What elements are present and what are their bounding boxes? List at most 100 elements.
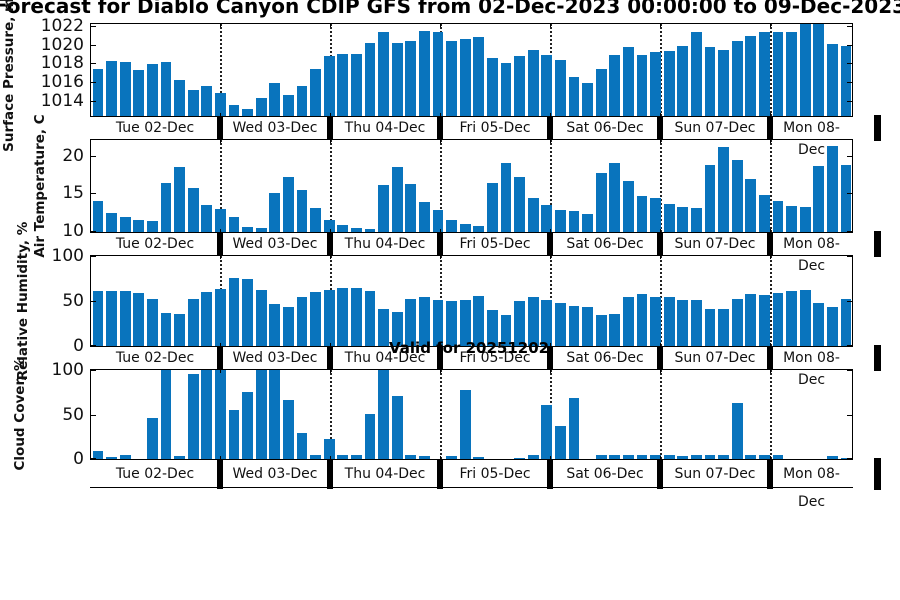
x-tick-mark (770, 256, 771, 259)
day-separator (767, 232, 773, 256)
forecast-bar (772, 455, 784, 459)
y-tick-mark (91, 230, 96, 232)
forecast-bar (718, 454, 730, 459)
x-tick-mark (440, 370, 441, 373)
forecast-bar (704, 455, 716, 459)
day-separator-partial (874, 345, 881, 371)
forecast-bar (160, 61, 172, 116)
forecast-bar (690, 300, 702, 346)
y-tick-mark (91, 44, 96, 46)
forecast-bar (214, 208, 226, 232)
forecast-bar (731, 299, 743, 346)
forecast-bar (228, 277, 240, 346)
forecast-bar (731, 402, 743, 459)
day-gridline (770, 370, 772, 459)
forecast-bar (174, 456, 186, 459)
day-separator (657, 459, 663, 489)
y-tick-label: 1018 (40, 53, 84, 74)
day-separator (547, 459, 553, 489)
forecast-bar (595, 173, 607, 232)
forecast-bar (214, 370, 226, 459)
forecast-bar (677, 45, 689, 116)
forecast-bar (704, 46, 716, 116)
y-tick-mark (847, 345, 852, 346)
forecast-bar (446, 456, 458, 459)
forecast-bar (677, 456, 689, 459)
forecast-bar (650, 52, 662, 116)
day-separator (547, 116, 553, 140)
x-tick-mark (660, 256, 661, 259)
x-tick-mark (330, 456, 331, 459)
forecast-bar (486, 57, 498, 116)
forecast-bar (160, 312, 172, 346)
forecast-bar (187, 299, 199, 346)
y-tick-label: 100 (51, 360, 84, 380)
forecast-bar (378, 370, 390, 459)
day-separator (767, 116, 773, 140)
day-gridline (220, 140, 222, 232)
y-tick-mark (91, 82, 96, 84)
x-axis-day-label: Sat 06-Dec (566, 236, 644, 252)
forecast-bar (704, 164, 716, 232)
x-tick-mark (770, 113, 771, 116)
forecast-bar (405, 455, 417, 459)
x-axis-day-label: Wed 03-Dec (232, 466, 318, 482)
forecast-bar (337, 288, 349, 346)
forecast-bar (554, 302, 566, 346)
forecast-bar (840, 299, 852, 346)
day-separator (437, 459, 443, 489)
x-tick-mark (330, 343, 331, 346)
forecast-bar (582, 214, 594, 232)
forecast-bar (568, 305, 580, 346)
y-tick-mark (847, 301, 852, 302)
x-tick-mark (220, 24, 221, 27)
x-axis-day-label: Sat 06-Dec (566, 350, 644, 366)
forecast-bar (799, 290, 811, 346)
forecast-bar (228, 104, 240, 116)
forecast-bar (663, 297, 675, 346)
x-tick-mark (440, 456, 441, 459)
x-tick-mark (440, 229, 441, 232)
forecast-bar (119, 291, 131, 346)
forecast-bar (310, 455, 322, 459)
x-tick-mark (660, 456, 661, 459)
day-gridline (330, 140, 332, 232)
day-separator (217, 459, 223, 489)
x-tick-mark (550, 256, 551, 259)
forecast-bar (758, 294, 770, 346)
forecast-bar (595, 69, 607, 116)
forecast-bar (391, 42, 403, 116)
y-tick-mark (847, 458, 852, 459)
relative-humidity-plot (90, 255, 853, 347)
forecast-bar (201, 85, 213, 116)
forecast-bar (554, 426, 566, 459)
forecast-bar (622, 455, 634, 459)
x-tick-mark (440, 343, 441, 346)
forecast-bar (446, 220, 458, 232)
forecast-bar (201, 205, 213, 232)
forecast-bar (364, 291, 376, 346)
forecast-bar (446, 301, 458, 346)
forecast-bar (214, 92, 226, 116)
forecast-bar (133, 70, 145, 116)
forecast-bar (826, 456, 838, 459)
x-axis-day-label: Mon 08-Dec (783, 236, 840, 274)
forecast-bar (323, 220, 335, 232)
forecast-bar (92, 201, 104, 232)
forecast-bar (636, 455, 648, 459)
x-axis-day-label: Sat 06-Dec (566, 120, 644, 136)
forecast-bar (840, 164, 852, 232)
x-axis-day-label: Sun 07-Dec (674, 350, 756, 366)
forecast-bar (146, 64, 158, 116)
forecast-bar (786, 291, 798, 346)
x-tick-mark (660, 229, 661, 232)
x-axis-day-label: Mon 08-Dec (783, 350, 840, 388)
day-gridline (770, 24, 772, 116)
forecast-bar (119, 217, 131, 232)
forecast-bar (758, 455, 770, 459)
x-axis-day-label: Mon 08-Dec (783, 466, 840, 510)
forecast-bar (541, 205, 553, 232)
y-tick-mark (91, 156, 96, 157)
y-tick-mark (847, 256, 852, 257)
